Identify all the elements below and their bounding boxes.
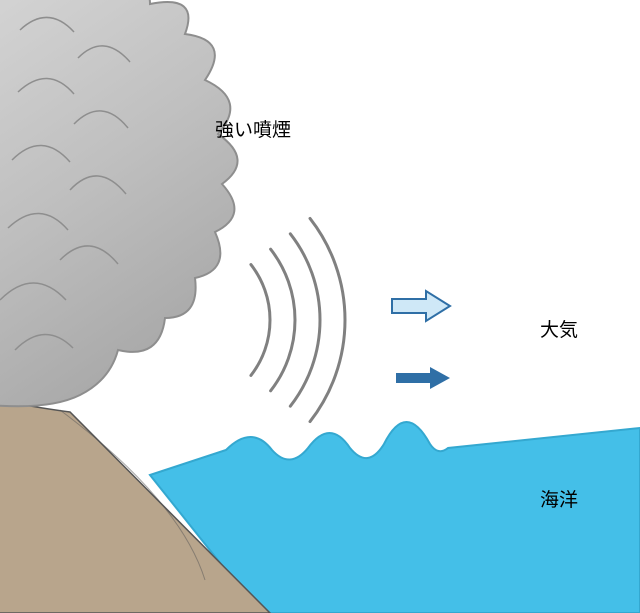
label-atmosphere: 大気	[540, 315, 578, 342]
diagram-svg	[0, 0, 640, 613]
wave-arrow	[396, 367, 450, 389]
pressure-waves	[251, 218, 345, 421]
smoke-plume	[0, 0, 238, 406]
label-smoke: 強い噴煙	[215, 115, 291, 142]
air-arrow	[392, 291, 450, 321]
label-ocean: 海洋	[540, 485, 578, 512]
diagram-stage: 強い噴煙 大気 海洋	[0, 0, 640, 613]
